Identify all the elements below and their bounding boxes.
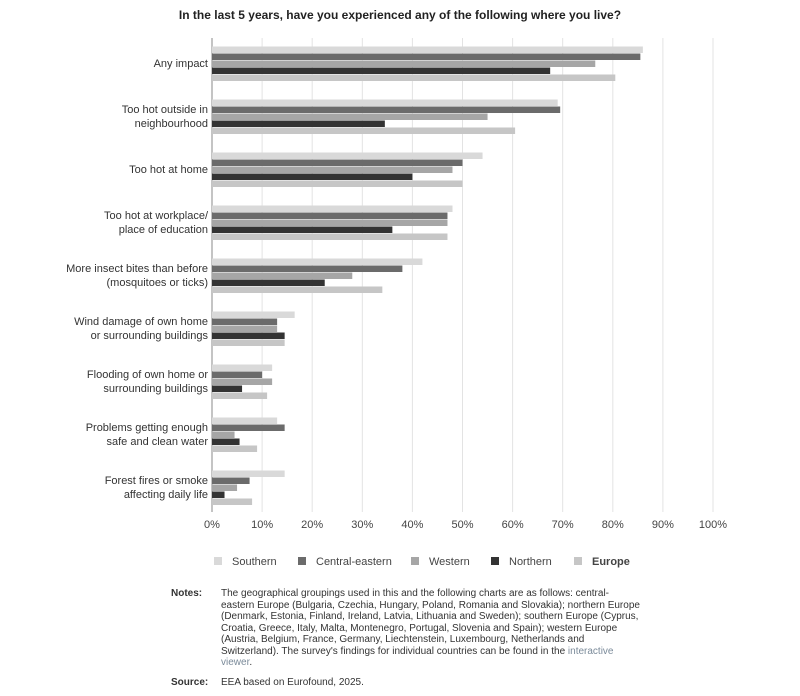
y-tick-label: Too hot at workplace/ place of education [104,210,208,236]
x-tick-label: 10% [251,519,273,531]
x-tick-label: 90% [652,519,674,531]
source-label: Source: [171,676,209,688]
bar [212,470,285,477]
bar [212,431,235,438]
notes: Notes: The geographical groupings used i… [171,588,641,696]
bar [212,258,423,265]
bar [212,318,278,325]
bar [212,378,273,385]
y-tick-label: Any impact [153,58,208,70]
bar [212,265,403,272]
bar [212,46,643,53]
bar [212,152,483,159]
bar [212,498,253,505]
bar [212,60,596,67]
bar [212,67,551,74]
legend-swatch [411,557,419,565]
bar [212,371,263,378]
notes-label: Notes: [171,588,203,599]
x-tick-label: 70% [552,519,574,531]
bar [212,325,278,332]
bar [212,392,268,399]
x-tick-label: 80% [602,519,624,531]
y-tick-label: Wind damage of own home or surrounding b… [74,316,208,342]
notes-body: The geographical groupings used in this … [221,588,641,669]
bar [212,484,238,491]
bar [212,424,285,431]
legend-label: Southern [232,556,277,568]
bar [212,205,453,212]
x-tick-label: 60% [502,519,524,531]
bar [212,438,240,445]
link[interactable]: interactive viewer [221,645,614,669]
x-tick-label: 30% [351,519,373,531]
bar [212,212,448,219]
y-tick-label: Problems getting enough safe and clean w… [85,422,208,448]
legend-swatch [298,557,306,565]
bar [212,445,258,452]
chart: In the last 5 years, have you experience… [179,8,727,568]
bar [212,272,353,279]
x-tick-label: 40% [401,519,423,531]
bar [212,120,385,127]
legend-swatch [574,557,582,565]
bar [212,99,558,106]
bar [212,233,448,240]
bar [212,279,325,286]
bar [212,286,383,293]
x-tick-label: 100% [699,519,727,531]
x-tick-label: 20% [301,519,323,531]
bar [212,226,393,233]
y-tick-label: Flooding of own home or surrounding buil… [86,369,208,395]
bar [212,166,453,173]
y-tick-label: More insect bites than before (mosquitoe… [66,263,208,289]
y-tick-label: Too hot outside in neighbourhood [121,104,208,130]
bar [212,106,561,113]
x-tick-label: 50% [451,519,473,531]
bar [212,311,295,318]
y-tick-label: Too hot at home [129,164,208,176]
bar [212,74,616,81]
bar [212,127,516,134]
source-text: EEA based on Eurofound, 2025. [221,676,364,688]
legend-swatch [214,557,222,565]
bar [212,180,463,187]
bar [212,385,243,392]
bar [212,364,273,371]
bar [212,339,285,346]
bar [212,159,463,166]
legend-label: Western [429,556,470,568]
legend-label: Northern [509,556,552,568]
x-tick-label: 0% [204,519,220,531]
bar [212,477,250,484]
legend-swatch [491,557,499,565]
notes-end: . [249,657,253,668]
chart-title: In the last 5 years, have you experience… [179,8,621,22]
bar [212,417,278,424]
legend-label: Central-eastern [316,556,392,568]
legend-label: Europe [592,556,630,568]
bar [212,53,641,60]
bar [212,113,488,120]
bar [212,173,413,180]
bar [212,491,225,498]
y-tick-label: Forest fires or smoke affecting daily li… [104,475,208,501]
bar [212,219,448,226]
notes-text: The geographical groupings used in this … [221,588,640,657]
bar [212,332,285,339]
